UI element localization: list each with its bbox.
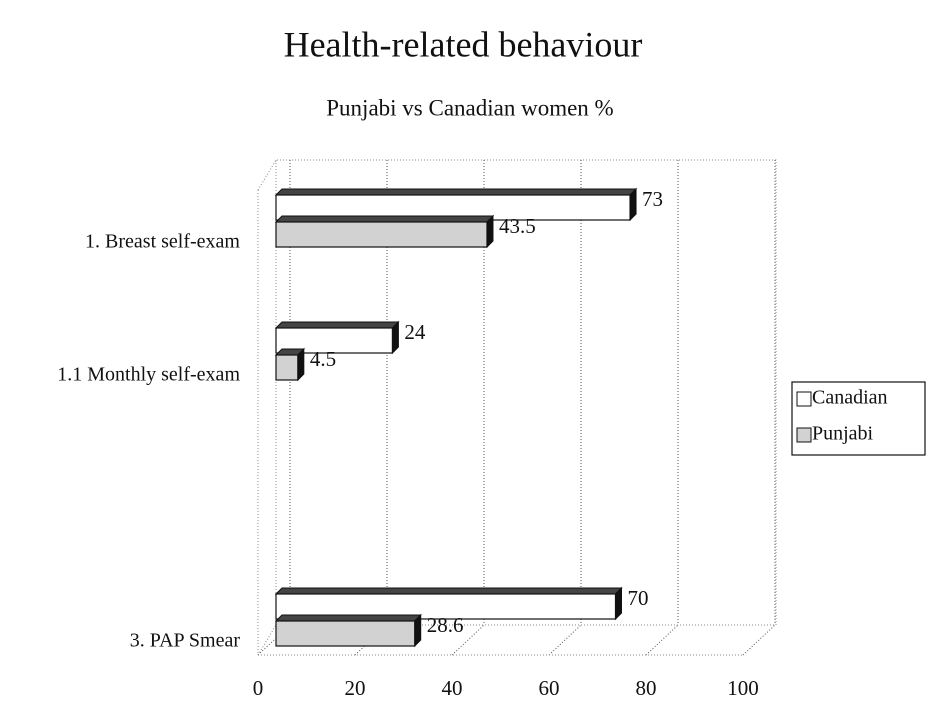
- bar: [274, 320, 400, 355]
- bar-front: [275, 221, 488, 248]
- bar-top: [274, 215, 495, 223]
- x-tick-label: 60: [539, 676, 560, 700]
- x-tick-label: 80: [636, 676, 657, 700]
- legend-label: Canadian: [812, 387, 888, 409]
- value-label: 70: [628, 586, 649, 610]
- legend-swatch: [796, 391, 812, 407]
- bar-top: [274, 188, 638, 196]
- legend-label: Punjabi: [812, 423, 874, 445]
- value-label: 73: [642, 187, 663, 211]
- value-label: 24: [404, 320, 426, 344]
- bar-side: [629, 187, 637, 222]
- bar: [274, 347, 306, 382]
- floor-line: [451, 624, 485, 656]
- bar-top: [274, 587, 623, 595]
- bar: [274, 586, 623, 621]
- x-tick-label: 20: [345, 676, 366, 700]
- bar-side: [414, 613, 422, 648]
- value-label: 4.5: [310, 347, 336, 371]
- bar-front: [275, 354, 299, 381]
- x-tick-label: 0: [253, 676, 264, 700]
- y-tick-label: 3. PAP Smear: [130, 630, 241, 652]
- bar-side: [486, 214, 494, 249]
- bar: [274, 214, 495, 249]
- x-tick-label: 40: [442, 676, 463, 700]
- plot-frame: [257, 159, 777, 656]
- y-tick-label: 1.1 Monthly self-exam: [57, 364, 240, 386]
- bar-side: [297, 347, 305, 382]
- legend-swatch: [796, 427, 812, 443]
- legend-box: [791, 381, 926, 456]
- y-tick-label: 1. Breast self-exam: [85, 231, 240, 253]
- bar: [274, 187, 638, 222]
- bar-top: [274, 321, 400, 329]
- value-label: 28.6: [427, 613, 464, 637]
- bar-side: [615, 586, 622, 621]
- bar-front: [275, 593, 617, 620]
- chart-subtitle: Punjabi vs Canadian women %: [326, 95, 613, 120]
- floor-line: [645, 624, 679, 656]
- bar-side: [391, 320, 399, 355]
- x-tick-label: 100: [727, 676, 759, 700]
- bar-top: [274, 614, 422, 622]
- bar: [274, 613, 422, 648]
- floor-line: [742, 624, 776, 656]
- bar-front: [275, 620, 416, 647]
- chart-title: Health-related behaviour: [284, 24, 643, 64]
- floor-line: [548, 624, 582, 656]
- value-label: 43.5: [499, 214, 536, 238]
